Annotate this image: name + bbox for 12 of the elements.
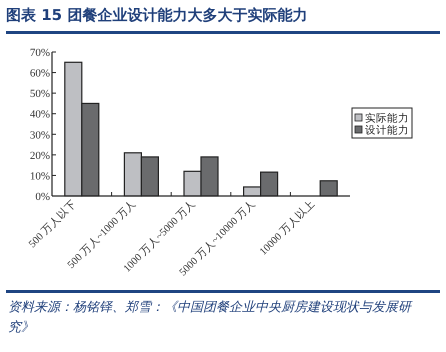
text: 资料来源：杨铭铎、郑雪：《中国团餐企业中央厨房建设现状与发展研究》 [8, 299, 414, 337]
chart-title: 图表 15 团餐企业设计能力大多大于实际能力 [6, 6, 308, 25]
legend-label: 实际能力 [365, 112, 409, 124]
y-tick-label: 0% [35, 191, 50, 203]
y-tick-label: 50% [30, 88, 50, 100]
y-tick-label: 70% [30, 47, 50, 59]
y-tick-label: 40% [30, 108, 50, 121]
y-tick-label: 20% [30, 150, 50, 162]
y-tick-label: 60% [30, 68, 50, 80]
y-tick-label: 30% [30, 129, 50, 142]
y-tick-label: 10% [30, 170, 50, 182]
legend-label: 设计能力 [365, 124, 409, 136]
